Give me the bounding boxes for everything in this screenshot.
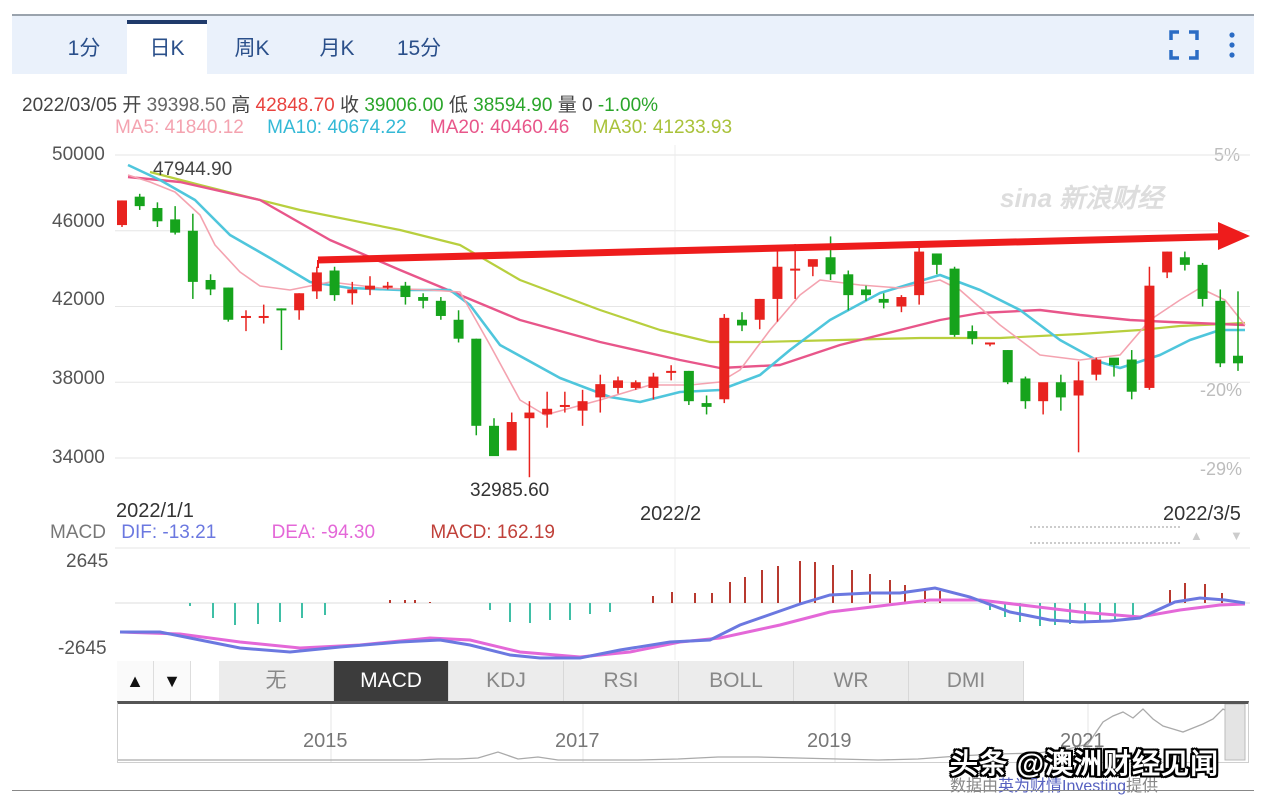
zoom-dots: [1030, 526, 1180, 544]
arrow-up-button[interactable]: ▲: [117, 661, 154, 701]
close-value: 39006.00: [364, 95, 444, 116]
navigator-year: 2015: [303, 730, 348, 752]
bottom-divider: [12, 790, 1254, 791]
pct-tick: -29%: [1200, 459, 1243, 479]
close-label: 收: [340, 95, 360, 116]
credit-prefix: 数据由: [950, 778, 999, 795]
ma5-legend: MA5: 41840.12: [115, 117, 244, 138]
period-tab-bar: 1分 日K 周K 月K 15分: [12, 16, 1254, 78]
macd-y-top: 2645: [66, 551, 109, 572]
dif-value: DIF: -13.21: [121, 522, 217, 543]
scroll-down-icon[interactable]: ▼: [1230, 528, 1243, 543]
macd-chart: [119, 561, 1246, 660]
toutiao-watermark: 头条 @澳洲财经见闻: [950, 748, 1220, 779]
navigator-year: 2017: [555, 730, 600, 752]
tab-weekly-k[interactable]: 周K: [234, 37, 270, 60]
indicator-tab-rsi[interactable]: RSI: [564, 661, 679, 701]
pct-tick: -20%: [1200, 380, 1243, 400]
tab-daily-k[interactable]: 日K: [127, 20, 207, 78]
y-tick: 38000: [52, 368, 105, 389]
x-tick: 2022/3/5: [1163, 503, 1241, 525]
chart-grid: [115, 145, 1250, 660]
navigator-handle[interactable]: [1224, 704, 1246, 761]
open-label: 开: [122, 95, 142, 116]
high-value: 42848.70: [255, 95, 335, 116]
trend-arrow: [317, 222, 1250, 268]
x-tick: 2022/1/1: [116, 500, 194, 522]
credit-suffix: 提供: [1126, 778, 1159, 795]
candles: [117, 193, 1243, 478]
info-date: 2022/03/05: [22, 95, 118, 116]
volume-value: 0: [581, 95, 593, 116]
indicator-tab-wr[interactable]: WR: [794, 661, 909, 701]
indicator-tab-boll[interactable]: BOLL: [679, 661, 794, 701]
arrow-down-button[interactable]: ▼: [154, 661, 191, 701]
ma20-legend: MA20: 40460.46: [429, 117, 570, 138]
x-tick: 2022/2: [640, 503, 702, 525]
tab-15min[interactable]: 15分: [396, 37, 442, 60]
credit-brand: 英为财情Investing: [998, 778, 1127, 795]
y-tick: 46000: [52, 211, 105, 232]
tab-monthly-k[interactable]: 月K: [319, 37, 355, 60]
low-value: 38594.90: [473, 95, 553, 116]
ma30-legend: MA30: 41233.93: [592, 117, 733, 138]
ma10-legend: MA10: 40674.22: [267, 117, 407, 138]
y-tick: 42000: [52, 289, 105, 310]
fullscreen-icon[interactable]: [1166, 26, 1202, 64]
y-tick: 34000: [52, 447, 105, 468]
high-label: 高: [231, 95, 251, 116]
tab-1min[interactable]: 1分: [67, 37, 101, 60]
indicator-tab-kdj[interactable]: KDJ: [449, 661, 564, 701]
indicator-tab-none[interactable]: 无: [219, 661, 334, 701]
macd-value: MACD: 162.19: [430, 522, 555, 543]
scroll-up-icon[interactable]: ▲: [1190, 528, 1203, 543]
more-vertical-icon[interactable]: [1220, 26, 1244, 64]
macd-header: MACD DIF: -13.21 DEA: -94.30 MACD: 162.1…: [50, 522, 555, 544]
pct-tick: 5%: [1214, 145, 1241, 165]
ma-legend: MA5: 41840.12 MA10: 40674.22 MA20: 40460…: [115, 117, 750, 139]
data-credit: 数据由英为财情Investing提供: [950, 772, 1158, 796]
max-price-annotation: 47944.90: [153, 159, 233, 180]
change-value: -1.00%: [597, 95, 659, 116]
min-price-annotation: 32985.60: [470, 480, 550, 501]
range-navigator[interactable]: 2015 2017 2019 2021: [117, 701, 1249, 763]
dea-value: DEA: -94.30: [271, 522, 376, 543]
y-tick: 50000: [52, 144, 105, 165]
volume-label: 量: [557, 95, 577, 116]
ohlc-info: 2022/03/05 开 39398.50 高 42848.70 收 39006…: [22, 90, 658, 117]
indicator-tab-dmi[interactable]: DMI: [909, 661, 1024, 701]
navigator-year: 2019: [807, 730, 852, 752]
navigator-year: 2021: [1060, 730, 1105, 752]
indicator-tab-macd[interactable]: MACD: [334, 661, 449, 701]
top-divider: [12, 14, 1254, 16]
open-value: 39398.50: [146, 95, 226, 116]
macd-y-bottom: -2645: [58, 638, 107, 659]
low-label: 低: [448, 95, 468, 116]
macd-title: MACD: [50, 522, 106, 543]
sina-watermark: sina 新浪财经: [1000, 183, 1164, 213]
navigator-sparkline: [118, 704, 1246, 762]
